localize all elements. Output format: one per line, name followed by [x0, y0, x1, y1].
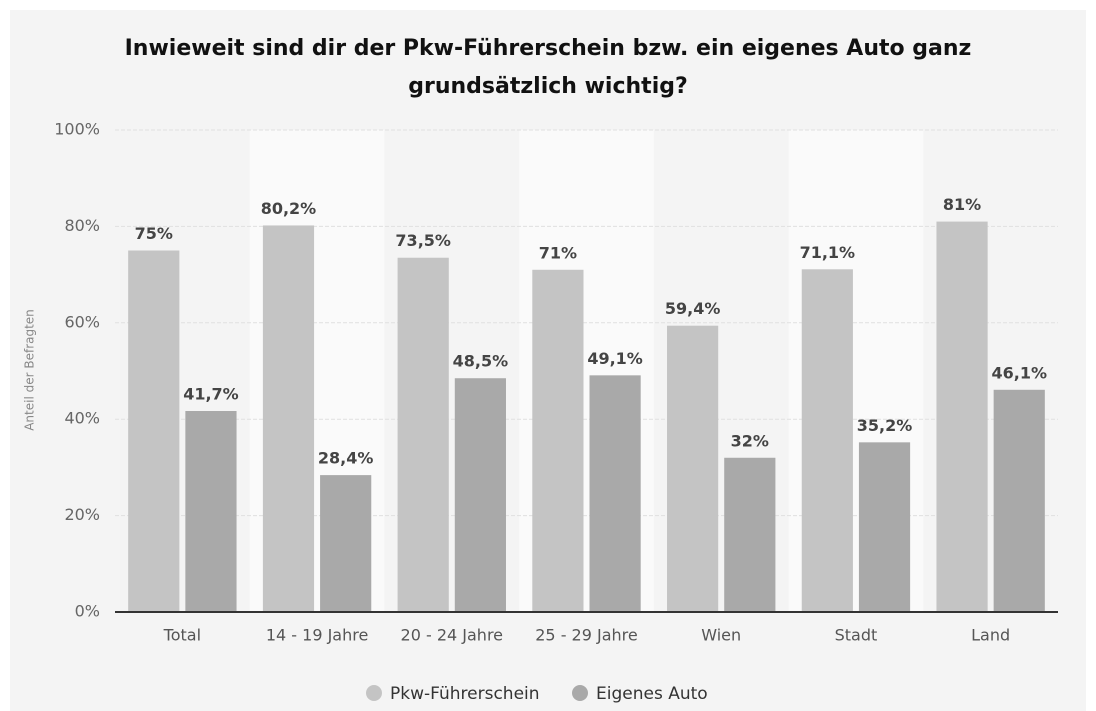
bar: [320, 475, 372, 612]
y-tick-label: 80%: [64, 216, 100, 235]
bar: [532, 269, 584, 612]
x-tick-label: Stadt: [835, 626, 878, 645]
bar: [801, 269, 853, 612]
legend-marker: [366, 685, 382, 701]
y-tick-label: 40%: [64, 409, 100, 428]
bar: [128, 250, 180, 612]
value-label: 73,5%: [395, 231, 451, 250]
bar: [397, 257, 449, 612]
x-tick-label: 14 - 19 Jahre: [266, 626, 368, 645]
value-label: 71%: [539, 243, 577, 262]
bar: [262, 225, 315, 612]
x-tick-label: 20 - 24 Jahre: [401, 626, 503, 645]
value-label: 28,4%: [318, 449, 374, 468]
x-tick-label: Land: [971, 626, 1010, 645]
y-tick-label: 100%: [54, 120, 100, 139]
value-label: 46,1%: [991, 363, 1047, 382]
value-label: 71,1%: [800, 243, 856, 262]
y-tick-label: 0%: [75, 602, 100, 621]
y-tick-label: 20%: [64, 505, 100, 524]
bar: [724, 457, 776, 612]
value-label: 41,7%: [183, 385, 239, 404]
legend-label: Eigenes Auto: [596, 684, 708, 704]
value-label: 35,2%: [857, 416, 913, 435]
y-tick-label: 60%: [64, 312, 100, 331]
value-label: 32%: [731, 431, 769, 450]
chart-title: Inwieweit sind dir der Pkw-Führerschein …: [124, 36, 972, 99]
y-axis-title: Anteil der Befragten: [23, 309, 37, 431]
bar: [454, 378, 506, 612]
x-tick-label: Total: [163, 626, 201, 645]
x-tick-label: 25 - 29 Jahre: [535, 626, 637, 645]
value-label: 49,1%: [587, 349, 643, 368]
value-label: 80,2%: [261, 199, 317, 218]
value-label: 81%: [943, 195, 981, 214]
bar: [858, 442, 911, 612]
value-label: 75%: [135, 224, 173, 243]
legend-label: Pkw-Führerschein: [390, 684, 540, 704]
value-label: 59,4%: [665, 299, 721, 318]
x-tick-label: Wien: [701, 626, 741, 645]
bar: [185, 411, 237, 612]
bar: [667, 325, 719, 612]
bar: [936, 221, 988, 612]
bar: [589, 375, 641, 612]
legend-marker: [572, 685, 588, 701]
value-label: 48,5%: [453, 352, 509, 371]
bar: [993, 389, 1045, 612]
